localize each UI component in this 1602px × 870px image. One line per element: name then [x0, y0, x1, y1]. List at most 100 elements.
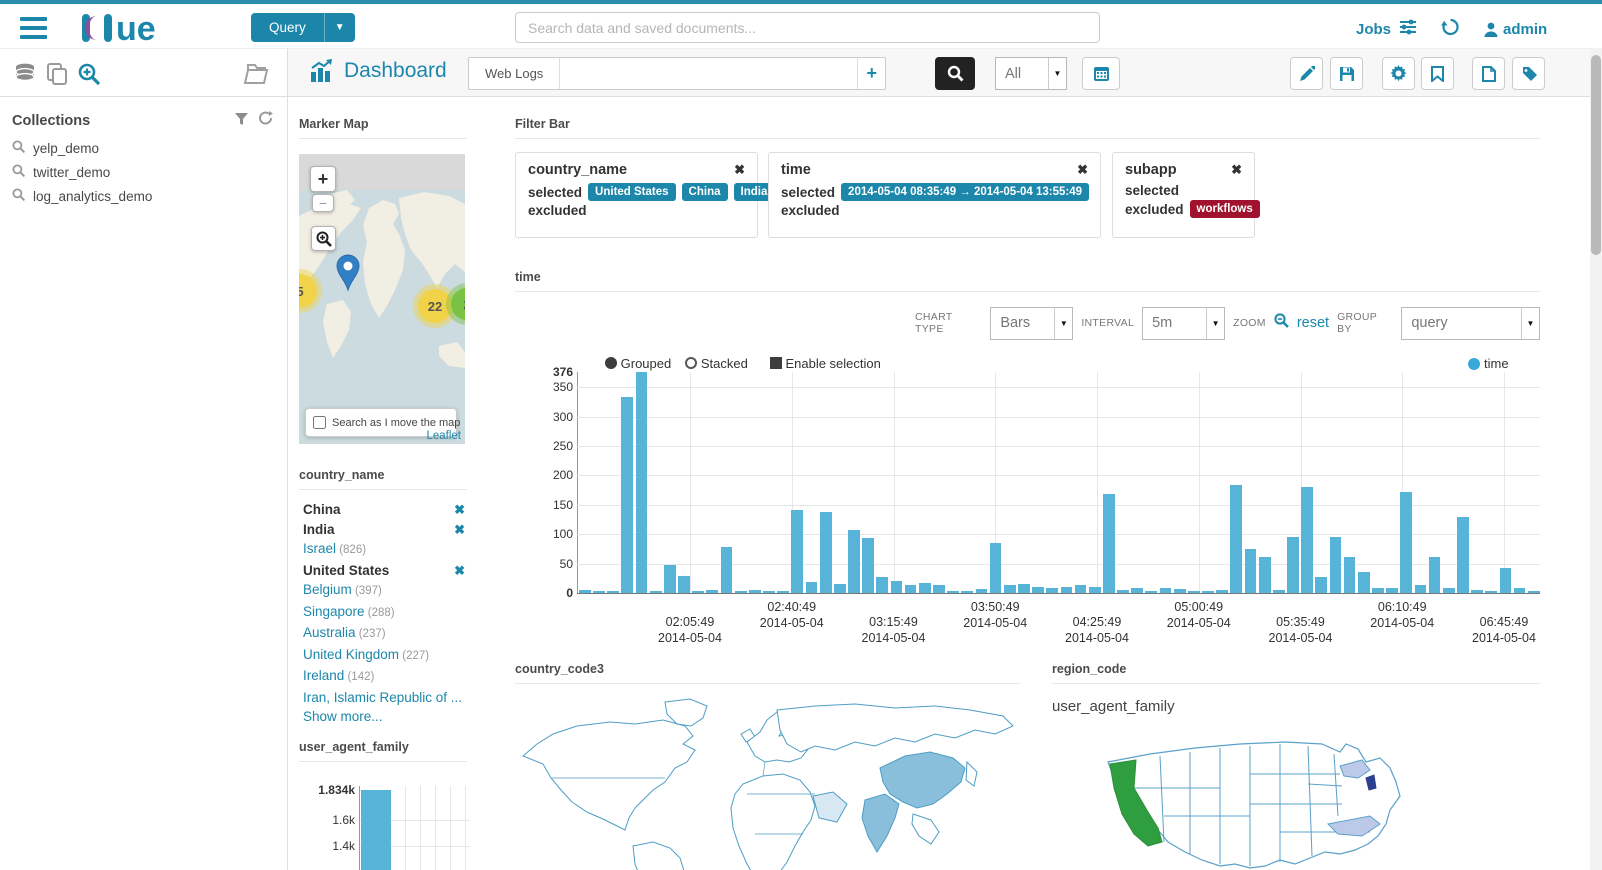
databases-icon[interactable] — [13, 62, 37, 91]
time-bar[interactable] — [862, 537, 874, 593]
close-filter-icon[interactable]: ✖ — [1077, 162, 1088, 177]
time-bar[interactable] — [1287, 537, 1299, 593]
chart-type-select[interactable]: Bars ▼ — [990, 306, 1074, 340]
time-bar[interactable] — [1018, 583, 1030, 593]
time-bar[interactable] — [947, 591, 959, 593]
facet-remove-icon[interactable]: ✖ — [454, 502, 465, 517]
time-bar[interactable] — [805, 582, 818, 593]
time-bar[interactable] — [1527, 591, 1540, 593]
time-bar[interactable] — [1386, 588, 1398, 593]
facet-remove-icon[interactable]: ✖ — [454, 562, 465, 578]
time-bar[interactable] — [833, 584, 846, 593]
time-bar[interactable] — [1088, 587, 1101, 593]
zoom-reset-link[interactable]: reset — [1296, 315, 1330, 331]
time-bar[interactable] — [1117, 590, 1129, 593]
time-bar[interactable] — [819, 512, 832, 593]
history-icon[interactable] — [1441, 18, 1460, 40]
time-bar[interactable] — [848, 530, 860, 593]
time-bar[interactable] — [989, 543, 1002, 593]
time-bar[interactable] — [1060, 587, 1073, 593]
time-bar[interactable] — [1187, 590, 1200, 593]
time-bar[interactable] — [1414, 584, 1427, 593]
search-button[interactable] — [935, 57, 975, 90]
facet-selected-value[interactable]: India — [303, 521, 335, 537]
time-bar[interactable] — [1230, 484, 1243, 593]
map-cluster-green[interactable]: 2 — [451, 288, 465, 320]
time-bar[interactable] — [1145, 591, 1158, 593]
time-bar[interactable] — [1400, 491, 1413, 593]
time-bar[interactable] — [777, 591, 789, 593]
time-bar[interactable] — [933, 585, 945, 593]
facet-link-value[interactable]: Singapore (288) — [303, 603, 395, 619]
interval-select[interactable]: 5m ▼ — [1142, 306, 1226, 340]
query-button-label[interactable]: Query — [251, 13, 324, 42]
time-bar[interactable] — [635, 372, 648, 593]
time-bar[interactable] — [1329, 537, 1342, 593]
query-split-button[interactable]: Query ▼ — [251, 13, 355, 42]
user-agent-chart[interactable]: 1.834k 1.6k 1.4k — [299, 778, 479, 870]
time-bar[interactable] — [876, 576, 889, 593]
time-bar[interactable] — [663, 564, 676, 593]
stacked-radio[interactable]: Stacked — [685, 356, 748, 371]
time-bar[interactable] — [1244, 548, 1257, 593]
page-scrollbar[interactable] — [1590, 48, 1602, 870]
time-bar[interactable] — [1272, 590, 1285, 593]
search-collections-icon[interactable] — [77, 62, 102, 92]
edit-dashboard-button[interactable] — [1290, 57, 1323, 90]
search-as-move-label[interactable]: Search as I move the map — [332, 416, 461, 429]
calendar-button[interactable] — [1082, 57, 1120, 90]
time-bar[interactable] — [621, 397, 634, 593]
scrollbar-thumb[interactable] — [1591, 55, 1601, 255]
time-bar[interactable] — [1357, 572, 1370, 593]
jobs-link[interactable]: Jobs — [1356, 20, 1392, 38]
close-filter-icon[interactable]: ✖ — [1231, 162, 1242, 177]
time-bar[interactable] — [1159, 588, 1172, 593]
time-bar[interactable] — [890, 581, 903, 593]
time-bar[interactable] — [1372, 588, 1384, 593]
facet-selected-value[interactable]: China — [303, 502, 341, 517]
time-bar[interactable] — [720, 546, 733, 593]
query-dropdown-arrow[interactable]: ▼ — [323, 13, 355, 42]
facet-link-value[interactable]: Belgium (397) — [303, 582, 382, 597]
facet-link-value[interactable]: Iran, Islamic Republic of ... — [303, 689, 463, 705]
tags-button[interactable] — [1512, 57, 1545, 90]
time-legend[interactable]: time — [1468, 356, 1509, 371]
hue-logo[interactable]: ue — [80, 10, 178, 51]
time-bar[interactable] — [649, 591, 662, 593]
time-bar[interactable] — [1513, 588, 1526, 593]
engine-select[interactable]: All ▼ — [995, 57, 1067, 90]
time-bar[interactable] — [1173, 589, 1186, 593]
time-bar[interactable] — [1301, 487, 1313, 593]
marker-map-widget[interactable]: 5 22 2 + − Search as I move the map Leaf… — [299, 154, 465, 444]
time-bar[interactable] — [1258, 556, 1271, 593]
time-bar[interactable] — [1442, 588, 1455, 593]
filter-value-badge[interactable]: workflows — [1189, 200, 1260, 218]
map-cluster-22[interactable]: 22 — [418, 289, 452, 323]
add-query-button[interactable]: + — [857, 58, 885, 89]
filter-value-badge[interactable]: United States — [588, 183, 676, 201]
time-bar[interactable] — [1046, 588, 1059, 593]
time-bar[interactable] — [734, 591, 747, 593]
collection-item[interactable]: log_analytics_demo — [0, 184, 287, 208]
filter-value-badge[interactable]: 2014-05-04 08:35:49 → 2014-05-04 13:55:4… — [841, 183, 1090, 201]
user-menu[interactable]: admin — [1484, 21, 1547, 38]
map-zoom-out-button[interactable]: − — [312, 194, 334, 212]
time-bar[interactable] — [1471, 590, 1483, 593]
map-cluster-5[interactable]: 5 — [299, 274, 317, 308]
facet-link-value[interactable]: Australia (237) — [303, 625, 386, 640]
hamburger-menu-icon[interactable] — [20, 17, 47, 39]
collection-item[interactable]: yelp_demo — [0, 136, 287, 160]
new-document-button[interactable] — [1472, 57, 1505, 90]
time-bar[interactable] — [1315, 576, 1328, 593]
grouped-radio[interactable]: Grouped — [605, 356, 671, 371]
time-bar[interactable] — [961, 591, 974, 593]
time-bar[interactable] — [748, 590, 761, 593]
time-bar[interactable] — [791, 509, 804, 593]
time-bar[interactable] — [1202, 591, 1214, 593]
facet-remove-icon[interactable]: ✖ — [454, 521, 465, 537]
time-bar[interactable] — [692, 591, 705, 593]
time-bar[interactable] — [1032, 587, 1044, 593]
time-bar[interactable] — [1131, 587, 1144, 593]
time-bar[interactable] — [975, 589, 988, 593]
jobs-sliders-icon[interactable] — [1399, 19, 1417, 39]
